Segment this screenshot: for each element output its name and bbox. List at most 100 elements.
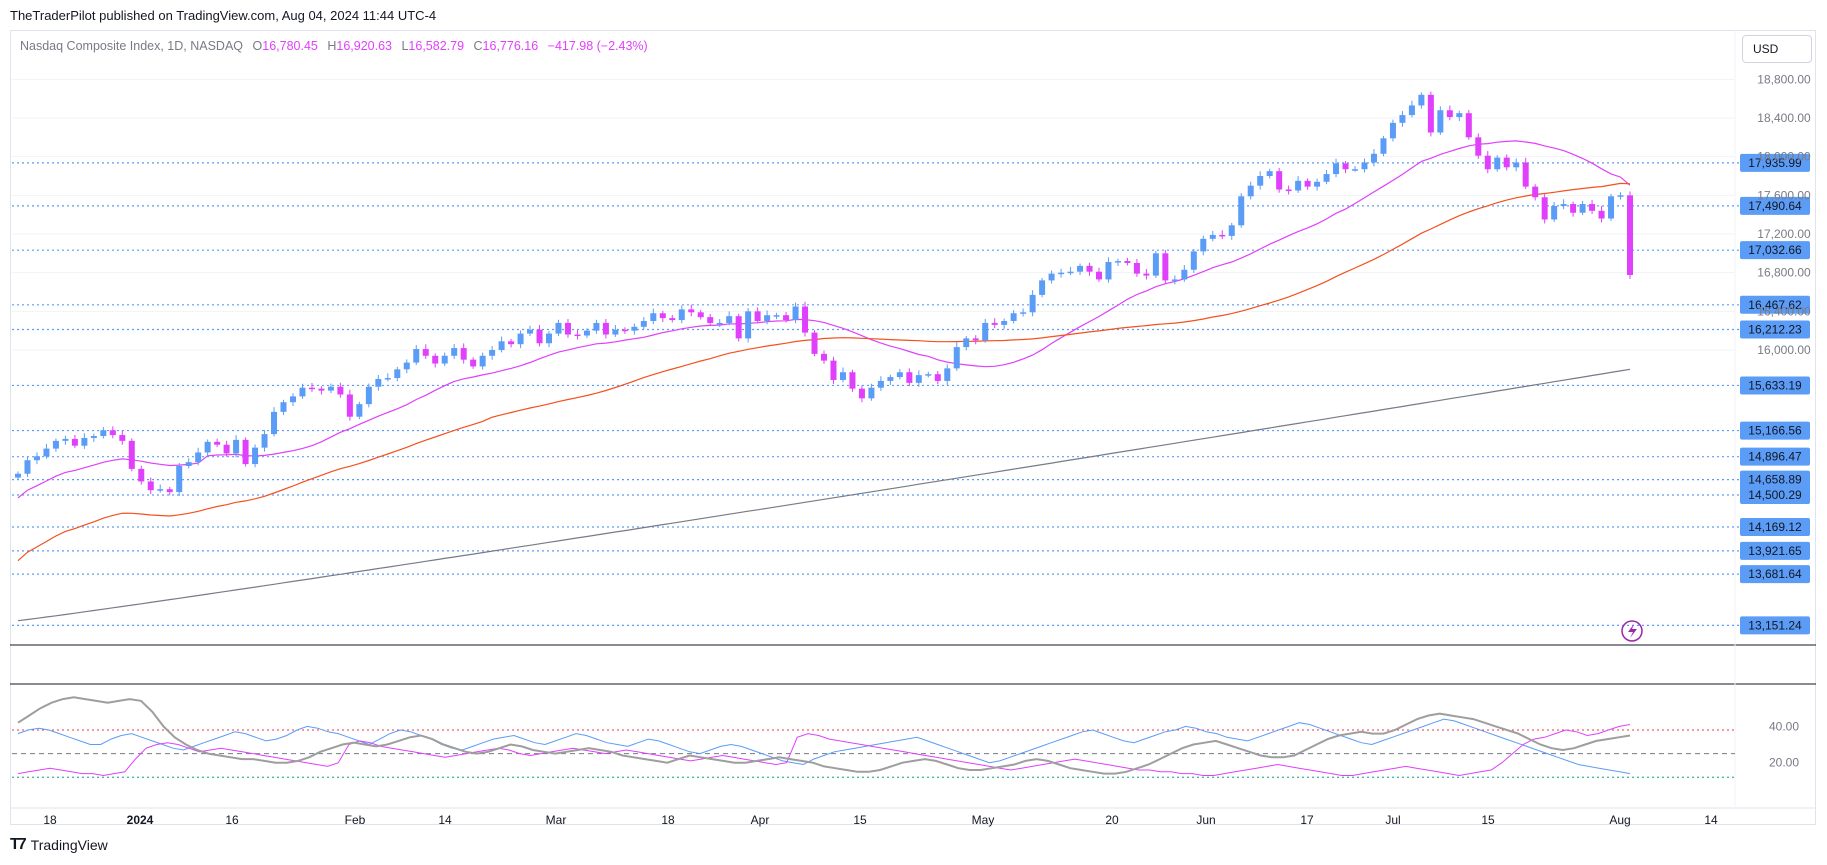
candle-body <box>1503 157 1510 168</box>
candle-body <box>583 330 590 336</box>
candle-body <box>527 329 534 334</box>
ma-fast-line <box>17 140 1631 499</box>
candle-body <box>1389 122 1396 139</box>
candle-body <box>1465 113 1472 138</box>
candle-body <box>1304 180 1311 187</box>
candle-body <box>669 318 676 321</box>
candle-body <box>1399 115 1406 123</box>
candle-body <box>138 468 145 482</box>
price-level-label: 14,169.12 <box>1748 520 1802 534</box>
candle-body <box>252 447 259 465</box>
y-tick-label: 16,400.00 <box>1757 304 1811 318</box>
x-tick-label: Feb <box>345 813 366 827</box>
candle-body <box>944 368 951 381</box>
candle-body <box>1077 265 1084 272</box>
price-level-label: 14,500.29 <box>1748 488 1802 502</box>
candle-body <box>1560 204 1567 206</box>
tradingview-brand[interactable]: T7 TradingView <box>10 836 108 854</box>
candle-body <box>43 448 50 457</box>
candle-body <box>1181 269 1188 280</box>
x-tick-label: Apr <box>751 813 770 827</box>
candle-body <box>1010 313 1017 321</box>
candle-body <box>1143 273 1150 276</box>
candle-body <box>811 332 818 354</box>
candle-body <box>1361 162 1368 170</box>
candle-body <box>1029 294 1036 313</box>
x-tick-label: 2024 <box>127 813 154 827</box>
x-tick-label: May <box>972 813 995 827</box>
candle-body <box>1522 162 1529 187</box>
candle-body <box>915 375 922 383</box>
x-tick-label: 14 <box>1704 813 1718 827</box>
candle-body <box>233 439 240 454</box>
candle-body <box>1295 180 1302 191</box>
candle-body <box>1323 174 1330 182</box>
y-tick-label: 16,000.00 <box>1757 343 1811 357</box>
y-tick-label: 17,200.00 <box>1757 227 1811 241</box>
candle-body <box>242 439 249 465</box>
x-tick-label: 18 <box>661 813 675 827</box>
x-tick-label: 14 <box>438 813 452 827</box>
price-level-tag <box>1740 421 1810 440</box>
candle-body <box>1209 234 1216 239</box>
y-tick-label: 18,000.00 <box>1757 150 1811 164</box>
candle-body <box>1247 185 1254 197</box>
grid <box>10 30 1816 809</box>
candle-body <box>839 372 846 380</box>
candle-body <box>195 452 202 463</box>
candle-body <box>1133 263 1140 274</box>
price-level-label: 17,032.66 <box>1748 243 1802 257</box>
candle-body <box>868 387 875 399</box>
candle-body <box>327 386 334 391</box>
price-level-label: 15,633.19 <box>1748 378 1802 392</box>
candle-body <box>271 411 278 435</box>
symbol-name: Nasdaq Composite Index, 1D, NASDAQ <box>20 39 244 53</box>
candle-body <box>1494 157 1501 170</box>
price-levels: 17,935.99 17,490.64 17,032.66 16,467.62 16,2… <box>12 153 1810 635</box>
price-level-label: 17,935.99 <box>1748 156 1802 170</box>
candle-body <box>223 444 230 454</box>
candle-body <box>356 404 363 417</box>
candle-body <box>640 321 647 327</box>
ma-slow-line <box>17 368 1631 622</box>
time-axis: 18 2024 16 Feb 14 Mar 18 Apr 15 May 20 Jun 17 Jul 15 Au… <box>43 813 1718 827</box>
candle-body <box>773 315 780 317</box>
tradingview-logo-icon: T7 <box>10 836 27 853</box>
candle-body <box>735 316 742 339</box>
candle-body <box>602 322 609 335</box>
symbol-legend: Nasdaq Composite Index, 1D, NASDAQ O16,7… <box>20 39 648 53</box>
candle-body <box>337 386 344 395</box>
candle-body <box>925 374 932 376</box>
price-level-tag <box>1740 295 1810 314</box>
candle-body <box>1058 272 1065 275</box>
candle-body <box>1570 204 1577 213</box>
y-tick-label: 17,600.00 <box>1757 188 1811 202</box>
candle-body <box>754 311 761 321</box>
candle-body <box>1105 262 1112 280</box>
candle-body <box>849 372 856 389</box>
candle-body <box>489 350 496 356</box>
candle-body <box>1551 205 1558 220</box>
oscillator-series-line <box>17 718 1631 775</box>
candle-body <box>1456 113 1463 118</box>
candle-body <box>1219 234 1226 237</box>
candle-body <box>204 441 211 453</box>
candle-body <box>564 322 571 335</box>
currency-button[interactable]: USD <box>1742 35 1812 63</box>
candle-body <box>299 387 306 397</box>
candle-body <box>289 396 296 403</box>
candle-body <box>1152 253 1159 276</box>
candle-body <box>972 338 979 341</box>
ma-mid-line <box>17 182 1631 562</box>
chart-frame <box>10 30 1816 825</box>
candle-body <box>346 394 353 417</box>
candle-body <box>1162 253 1169 281</box>
x-tick-label: 16 <box>225 813 239 827</box>
candle-body <box>650 313 657 321</box>
price-level-label: 13,921.65 <box>1748 544 1802 558</box>
candle-body <box>422 349 429 356</box>
candle-body <box>1598 210 1605 219</box>
candle-body <box>1039 280 1046 295</box>
candle-body <box>991 322 998 325</box>
